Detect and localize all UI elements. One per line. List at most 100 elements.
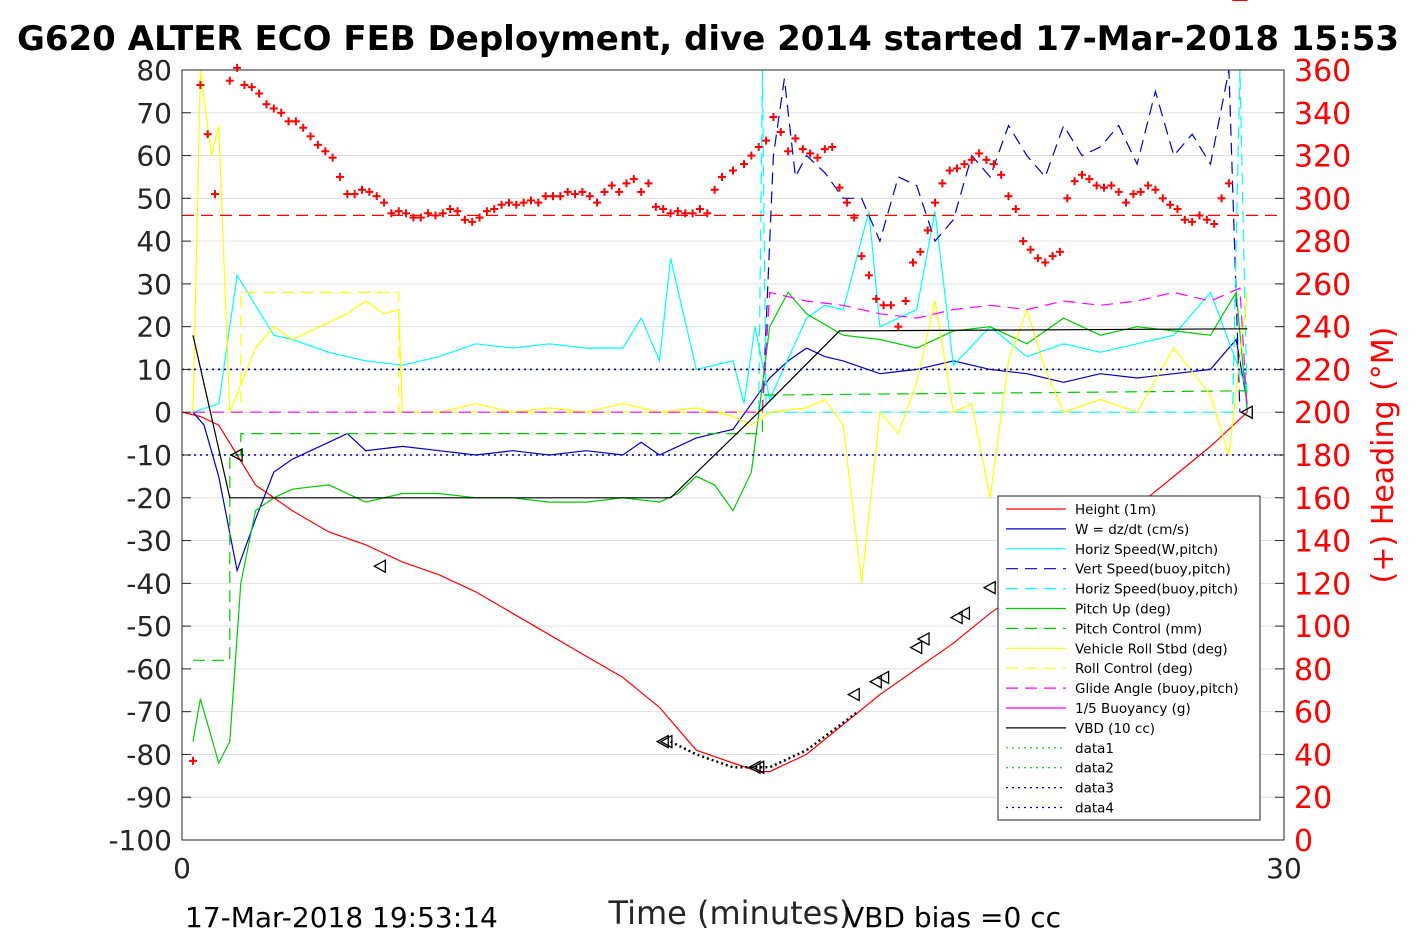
left-tick-label: 40: [136, 225, 172, 258]
heading-point: [659, 205, 668, 214]
triangle-marker: [751, 760, 765, 775]
legend-label: Pitch Up (deg): [1075, 602, 1171, 618]
heading-point: [328, 153, 337, 162]
heading-point: [240, 80, 249, 89]
heading-point: [688, 209, 697, 218]
heading-point: [1048, 252, 1057, 261]
left-tick-label: 70: [136, 97, 172, 130]
right-tick-label: 360: [1294, 54, 1351, 89]
heading-point: [894, 322, 903, 331]
left-tick-label: -100: [108, 824, 172, 857]
heading-point: [372, 192, 381, 201]
legend-label: Horiz Speed(buoy,pitch): [1075, 582, 1238, 598]
left-tick-label: -30: [126, 525, 172, 558]
left-tick-label: -70: [126, 696, 172, 729]
triangle-marker: [373, 559, 387, 574]
right-tick-label: 240: [1294, 311, 1351, 346]
legend-label: data4: [1075, 801, 1114, 817]
heading-point: [1107, 181, 1116, 190]
left-tick-label: -10: [126, 439, 172, 472]
x-tick-label: 30: [1266, 852, 1302, 885]
legend-label: data3: [1075, 781, 1114, 797]
right-tick-label: 60: [1294, 696, 1332, 731]
heading-point: [644, 179, 653, 188]
right-tick-label: 40: [1294, 738, 1332, 773]
heading-point: [394, 207, 403, 216]
series-line-horiz-speed-w-pitch: [192, 211, 1248, 413]
legend-box: [997, 495, 1261, 821]
heading-point: [695, 205, 704, 214]
heading-point: [1210, 220, 1219, 228]
heading-point: [629, 175, 638, 184]
series-line-data1: [670, 710, 859, 769]
heading-point: [997, 170, 1006, 179]
heading-point: [607, 181, 616, 190]
left-tick-label: 20: [136, 311, 172, 344]
heading-point: [740, 160, 749, 169]
triangle-marker: [982, 580, 996, 595]
heading-point: [504, 198, 513, 207]
heading-point: [585, 192, 594, 201]
heading-point: [490, 205, 499, 214]
heading-point: [1070, 177, 1079, 186]
heading-point: [247, 83, 256, 92]
heading-point: [431, 211, 440, 220]
heading-point: [1004, 192, 1013, 201]
heading-point: [769, 113, 778, 122]
heading-point: [622, 179, 631, 188]
left-tick-label: -20: [126, 482, 172, 515]
heading-point: [1129, 190, 1138, 199]
heading-point: [255, 89, 264, 98]
right-tick-label: 300: [1294, 182, 1351, 217]
heading-point: [563, 187, 572, 196]
heading-point: [578, 187, 587, 196]
heading-point: [519, 198, 528, 207]
triangle-marker: [1239, 405, 1253, 420]
heading-point: [908, 258, 917, 267]
heading-point: [850, 213, 859, 222]
heading-point: [1055, 247, 1064, 256]
heading-point: [989, 160, 998, 169]
heading-point: [335, 172, 344, 181]
heading-point: [1217, 194, 1226, 203]
chart-title: G620 ALTER ECO FEB Deployment, dive 2014…: [17, 19, 1399, 59]
heading-point: [857, 252, 866, 261]
heading-point: [306, 132, 315, 141]
heading-point: [526, 196, 535, 205]
right-tick-label: 260: [1294, 268, 1351, 303]
triangle-marker: [949, 610, 963, 625]
heading-point: [953, 164, 962, 173]
heading-point: [666, 209, 675, 218]
legend-label: Pitch Control (mm): [1075, 621, 1202, 637]
heading-point: [556, 192, 565, 201]
heading-point: [747, 151, 756, 160]
heading-point: [872, 294, 881, 303]
heading-point: [409, 213, 418, 222]
heading-point: [313, 140, 322, 149]
heading-point: [541, 192, 550, 201]
right-tick-label: 0: [1294, 824, 1313, 859]
heading-point: [717, 172, 726, 181]
left-tick-label: 60: [136, 140, 172, 173]
heading-point: [460, 215, 469, 224]
heading-point: [277, 108, 286, 117]
legend: Height (1m) W = dz/dt (cm/s) Horiz Speed(W…: [997, 495, 1261, 821]
heading-point: [211, 190, 220, 199]
heading-point: [820, 145, 829, 154]
heading-point: [1092, 181, 1101, 190]
heading-point: [233, 63, 242, 72]
heading-point: [203, 130, 212, 139]
right-tick-label: 100: [1294, 610, 1351, 645]
heading-point: [762, 136, 771, 145]
x-tick-label: 0: [173, 852, 191, 885]
heading-point: [1144, 181, 1153, 190]
heading-point: [291, 117, 300, 126]
right-tick-label: 220: [1294, 353, 1351, 388]
heading-point: [1100, 183, 1109, 192]
legend-label: W = dz/dt (cm/s): [1075, 522, 1189, 538]
triangle-marker: [868, 674, 882, 689]
heading-point: [534, 198, 543, 207]
right-tick-label: 80: [1294, 653, 1332, 688]
heading-point: [269, 104, 278, 113]
heading-point: [806, 149, 815, 158]
